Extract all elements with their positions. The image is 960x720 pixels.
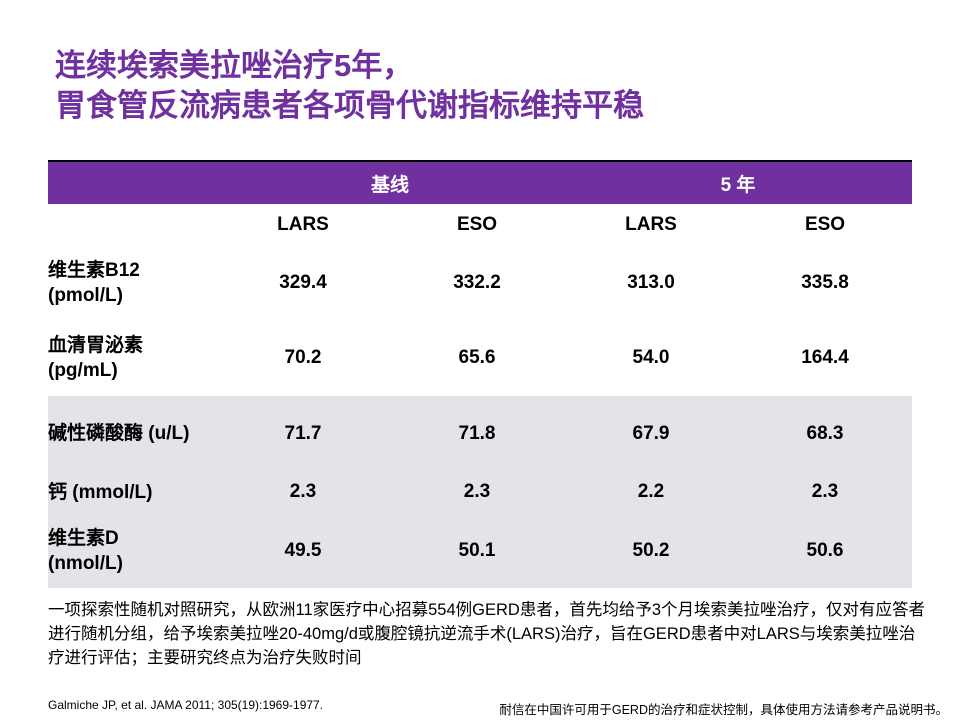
group-header-5-years: 5 年 <box>564 160 912 204</box>
column-header: ESO <box>804 214 846 235</box>
table-row: 维生素D (nmol/L) 49.5 50.1 50.2 50.6 <box>48 513 912 588</box>
row-label-unit: (pg/mL) <box>48 359 118 381</box>
row-label-unit: (pmol/L) <box>48 284 123 306</box>
table-cell: 2.3 <box>390 471 564 513</box>
table-cell: 332.2 <box>453 271 501 293</box>
row-label: 维生素B12 (pmol/L) <box>48 246 216 319</box>
table-cell: 71.8 <box>390 396 564 471</box>
table-row: 碱性磷酸酶 (u/L) 71.7 71.8 67.9 68.3 <box>48 396 912 471</box>
table-row: 血清胃泌素 (pg/mL) 70.2 65.6 54.0 164.4 <box>48 319 912 396</box>
slide-title: 连续埃索美拉唑治疗5年， 胃食管反流病患者各项骨代谢指标维持平稳 <box>55 46 644 126</box>
table-cell: 329.4 <box>279 271 327 293</box>
table-cell: 335.8 <box>801 271 849 293</box>
row-label-unit: (nmol/L) <box>48 552 123 574</box>
group-header-baseline: 基线 <box>216 160 564 204</box>
table-row: 钙 (mmol/L) 2.3 2.3 2.2 2.3 <box>48 471 912 513</box>
citation: Galmiche JP, et al. JAMA 2011; 305(19):1… <box>48 698 324 712</box>
row-label-line: 维生素B12 <box>48 259 140 281</box>
table-cell: 50.6 <box>738 513 912 588</box>
row-label-line: 血清胃泌素 <box>48 334 144 356</box>
table-cell: 67.9 <box>564 396 738 471</box>
group-header-row: 基线 5 年 <box>48 160 912 204</box>
row-label: 碱性磷酸酶 (u/L) <box>48 396 216 471</box>
table-cell: 2.3 <box>216 471 390 513</box>
table-cell: 50.1 <box>390 513 564 588</box>
column-header: LARS <box>625 214 677 235</box>
table-cell: 68.3 <box>738 396 912 471</box>
disclaimer: 耐信在中国许可用于GERD的治疗和症状控制，具体使用方法请参考产品说明书。 <box>499 703 948 717</box>
table-cell: 164.4 <box>801 346 849 368</box>
table-cell: 50.2 <box>564 513 738 588</box>
row-label: 维生素D (nmol/L) <box>48 513 216 588</box>
column-header: LARS <box>277 214 329 235</box>
row-label-line: 维生素D <box>48 527 119 549</box>
row-label: 钙 (mmol/L) <box>48 471 216 513</box>
title-line-2: 胃食管反流病患者各项骨代谢指标维持平稳 <box>55 88 644 123</box>
table-cell: 54.0 <box>632 346 670 368</box>
column-header-row: LARS ESO LARS ESO <box>48 204 912 246</box>
table-cell: 49.5 <box>216 513 390 588</box>
data-table: 基线 5 年 LARS ESO LARS ESO 维生素B12 (pmol/L) … <box>48 160 912 588</box>
table-cell: 70.2 <box>284 346 322 368</box>
table-row: 维生素B12 (pmol/L) 329.4 332.2 313.0 335.8 <box>48 246 912 319</box>
table-cell: 2.2 <box>564 471 738 513</box>
column-header: ESO <box>456 214 498 235</box>
table-cell: 313.0 <box>627 271 675 293</box>
title-line-1: 连续埃索美拉唑治疗5年， <box>55 48 414 83</box>
table-cell: 65.6 <box>458 346 496 368</box>
study-footnote: 一项探索性随机对照研究，从欧洲11家医疗中心招募554例GERD患者，首先均给予… <box>48 601 926 667</box>
table-cell: 2.3 <box>738 471 912 513</box>
row-label: 血清胃泌素 (pg/mL) <box>48 319 216 396</box>
table-cell: 71.7 <box>216 396 390 471</box>
